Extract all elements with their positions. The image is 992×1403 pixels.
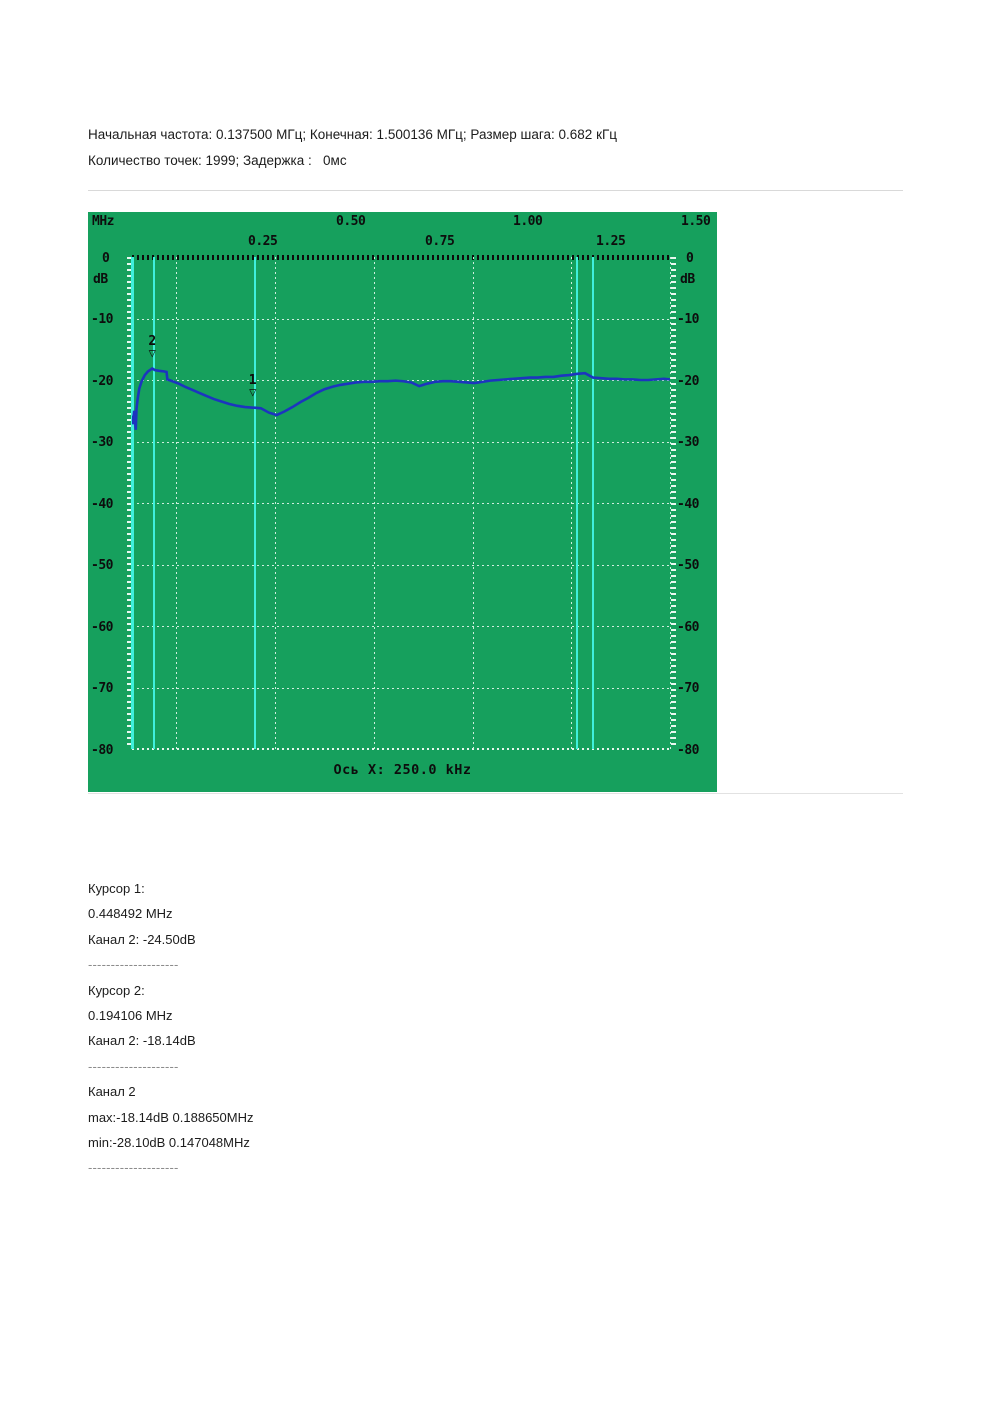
y-tick-left-40: -40	[91, 497, 113, 512]
readout-line: Курсор 1:	[88, 881, 145, 896]
chart-marker-2[interactable]: 2 ▽	[148, 333, 157, 360]
y-tick-left-80: -80	[91, 743, 113, 758]
sweep-parameters-line: Начальная частота: 0.137500 МГц; Конечна…	[88, 127, 618, 142]
gridline-horizontal	[132, 318, 670, 320]
chart-marker-label: 1	[248, 372, 257, 388]
channel-2-trace	[132, 367, 670, 430]
gridline-horizontal	[132, 687, 670, 689]
gridline-vertical	[571, 257, 573, 749]
cursor-vertical-line[interactable]	[131, 257, 134, 749]
marker-triangle-icon: ▽	[148, 345, 156, 360]
y-axis-unit-label-left: dB	[93, 272, 108, 287]
x-axis-caption: Ось X: 250.0 kHz	[333, 762, 472, 778]
spectrum-chart-panel[interactable]: MHz dB dB 0.50 1.00 1.50 0.25 0.75 1.25 …	[88, 212, 717, 792]
gridline-vertical	[373, 257, 375, 749]
readout-line: Канал 2: -18.14dB	[88, 1033, 196, 1049]
gridline-vertical	[176, 257, 178, 749]
gridline-horizontal	[132, 626, 670, 627]
readout-line: max:-18.14dB 0.188650MHz	[88, 1109, 254, 1125]
y-tick-left-10: -10	[91, 312, 113, 327]
y-axis-unit-label-right: dB	[680, 272, 695, 287]
y-tick-left-50: -50	[91, 558, 113, 573]
readout-separator: --------------------	[88, 957, 179, 973]
readout-line: Канал 2	[88, 1084, 136, 1100]
y-tick-right-70: -70	[677, 681, 699, 696]
chart-marker-1[interactable]: 1 ▽	[248, 372, 257, 399]
y-tick-left-0: 0	[102, 251, 110, 266]
y-tick-left-70: -70	[91, 681, 113, 696]
y-tick-right-20: -20	[677, 374, 699, 389]
points-delay-line: Количество точек: 1999; Задержка : 0мс	[88, 153, 347, 168]
y-tick-left-20: -20	[91, 374, 113, 389]
readout-separator: --------------------	[88, 1058, 179, 1074]
plot-right-tick-band	[671, 257, 676, 749]
chart-inner: MHz dB dB 0.50 1.00 1.50 0.25 0.75 1.25 …	[88, 212, 717, 792]
gridline-horizontal	[132, 564, 670, 566]
x-tick-1-50: 1.50	[681, 214, 711, 229]
readout-line: 0.194106 MHz	[88, 1008, 173, 1024]
plot-area[interactable]: 1 ▽ 2 ▽	[127, 255, 676, 750]
y-tick-right-80: -80	[677, 743, 699, 758]
measurement-header: Начальная частота: 0.137500 МГц; Конечна…	[88, 122, 908, 174]
x-axis-unit-label: MHz	[92, 214, 114, 229]
gridline-horizontal	[132, 441, 670, 443]
y-tick-right-10: -10	[677, 312, 699, 327]
trace-svg	[132, 367, 670, 430]
marker-triangle-icon: ▽	[249, 384, 257, 399]
gridline-vertical	[669, 257, 671, 749]
cursor-vertical-line[interactable]	[576, 257, 579, 749]
plot-top-tick-band	[132, 255, 670, 260]
plot-left-tick-band	[127, 257, 132, 749]
x-tick-0-25: 0.25	[248, 234, 278, 249]
x-tick-0-50: 0.50	[336, 214, 366, 229]
plot-bottom-axis	[132, 748, 670, 750]
cursor-vertical-line[interactable]	[153, 257, 156, 749]
y-tick-right-40: -40	[677, 497, 699, 512]
y-tick-left-30: -30	[91, 435, 113, 450]
y-tick-left-60: -60	[91, 620, 113, 635]
readout-separator: --------------------	[88, 1160, 179, 1176]
x-tick-1-00: 1.00	[513, 214, 543, 229]
gridline-vertical	[472, 257, 474, 749]
y-tick-right-0: 0	[686, 251, 694, 266]
readout-line: Канал 2: -24.50dB	[88, 931, 196, 947]
y-tick-right-60: -60	[677, 620, 699, 635]
cursor-vertical-line[interactable]	[591, 257, 594, 749]
readout-line: Курсор 2:	[88, 982, 145, 998]
readout-line: 0.448492 MHz	[88, 906, 173, 922]
gridline-vertical	[275, 257, 277, 749]
gridline-horizontal	[132, 503, 670, 504]
readout-line: min:-28.10dB 0.147048MHz	[88, 1135, 250, 1151]
chart-marker-label: 2	[148, 333, 157, 349]
y-tick-right-50: -50	[677, 558, 699, 573]
cursor-vertical-line[interactable]	[253, 257, 256, 749]
x-tick-0-75: 0.75	[425, 234, 455, 249]
y-tick-right-30: -30	[677, 435, 699, 450]
chart-bottom-divider	[88, 793, 903, 794]
x-tick-1-25: 1.25	[596, 234, 626, 249]
header-divider	[88, 190, 903, 191]
cursor-readout-block: Курсор 1: 0.448492 MHz Канал 2: -24.50dB…	[88, 876, 508, 1181]
